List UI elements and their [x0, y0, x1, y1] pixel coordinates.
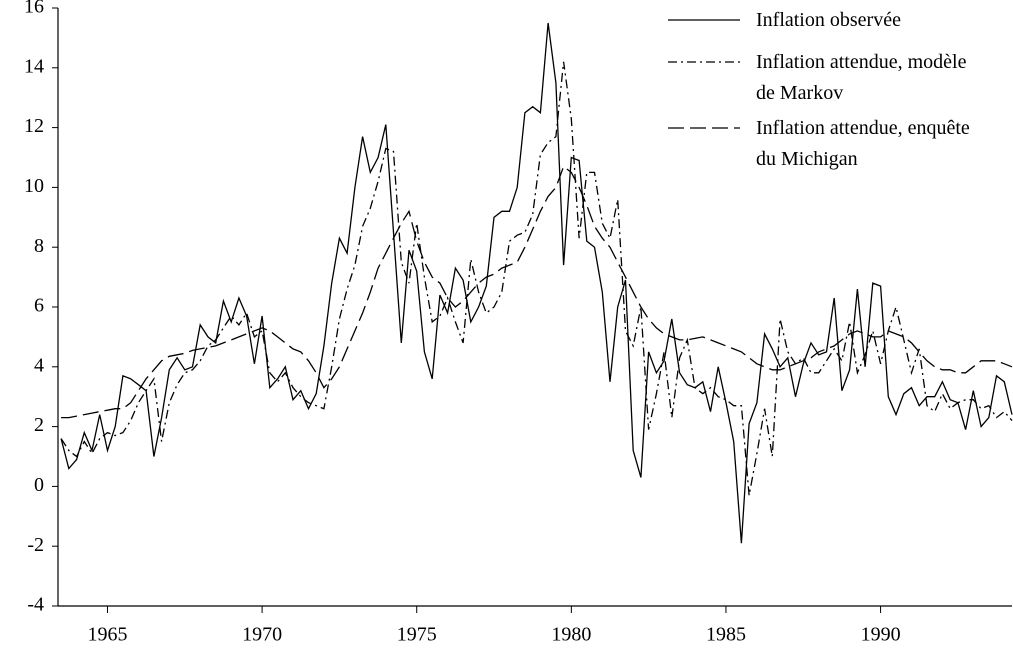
y-tick-label: -4 — [27, 594, 44, 616]
x-tick-label: 1975 — [397, 624, 437, 646]
y-tick-label: 0 — [34, 474, 44, 496]
y-tick-label: -2 — [27, 534, 44, 556]
y-tick-label: 16 — [24, 0, 44, 18]
series-line — [60, 61, 1013, 496]
y-tick-label: 14 — [24, 55, 44, 77]
x-tick-label: 1980 — [551, 624, 591, 646]
y-tick-label: 8 — [34, 235, 44, 257]
x-tick-label: 1990 — [861, 624, 901, 646]
series-line — [61, 165, 1013, 419]
x-tick-label: 1965 — [87, 624, 127, 646]
x-tick-label: 1970 — [242, 624, 282, 646]
y-tick-label: 12 — [24, 115, 44, 137]
legend-label: Inflation attendue, enquête du Michigan — [756, 116, 970, 170]
legend-label: Inflation observée — [756, 8, 901, 31]
series-line — [60, 22, 1013, 544]
y-tick-label: 6 — [34, 295, 44, 317]
x-tick-label: 1985 — [706, 624, 746, 646]
legend-label: Inflation attendue, modèle de Markov — [756, 50, 967, 104]
y-tick-label: 4 — [34, 354, 44, 376]
y-tick-label: 10 — [24, 175, 44, 197]
y-tick-label: 2 — [34, 414, 44, 436]
